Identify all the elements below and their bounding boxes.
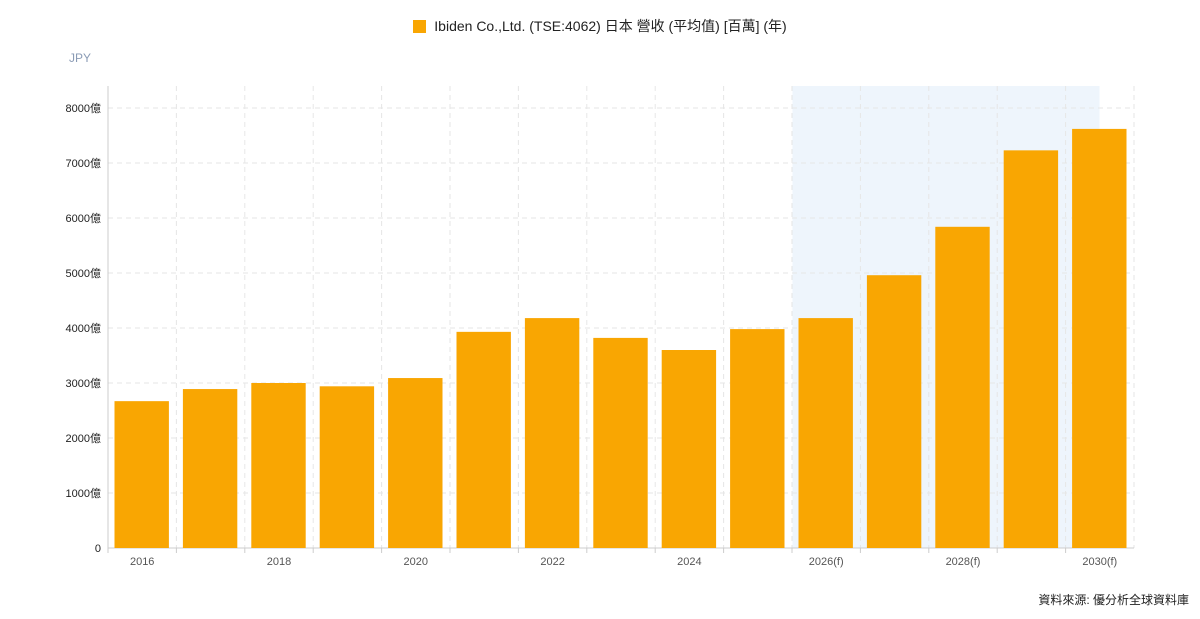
data-source-note: 資料來源: 優分析全球資料庫 <box>1038 593 1189 607</box>
x-tick-label: 2026(f) <box>809 556 844 568</box>
bar-2028(f) <box>935 226 990 549</box>
bar-2021 <box>456 331 511 548</box>
y-tick-label: 2000億 <box>66 432 101 445</box>
bar-2025 <box>730 329 785 548</box>
bar-2018 <box>251 383 306 548</box>
x-tick-label: 2020 <box>404 556 428 568</box>
x-tick-label: 2030(f) <box>1082 556 1117 568</box>
x-tick-label: 2018 <box>267 556 291 568</box>
y-tick-label: 8000億 <box>66 102 101 115</box>
legend-label: Ibiden Co.,Ltd. (TSE:4062) 日本 營收 (平均值) [… <box>434 18 787 34</box>
y-tick-label: 5000億 <box>66 267 101 280</box>
y-tick-label: 7000億 <box>66 157 101 170</box>
y-axis-unit-label: JPY <box>69 51 92 65</box>
bar-2016 <box>114 401 169 548</box>
bar-2027(f) <box>866 275 922 548</box>
y-tick-label: 3000億 <box>66 377 101 390</box>
x-tick-label: 2016 <box>130 556 154 568</box>
x-tick-label: 2028(f) <box>946 556 981 568</box>
bar-2019 <box>319 386 375 548</box>
x-tick-label: 2024 <box>677 556 701 568</box>
bar-2029(f) <box>1003 150 1059 548</box>
bar-2023 <box>593 337 648 548</box>
y-tick-label: 0 <box>95 543 101 555</box>
y-tick-label: 6000億 <box>66 212 101 225</box>
bar-2017 <box>182 389 238 548</box>
x-tick-label: 2022 <box>540 556 564 568</box>
bar-2026(f) <box>798 318 853 548</box>
y-tick-label: 1000億 <box>66 487 101 500</box>
legend-swatch <box>413 20 427 33</box>
bar-2030(f) <box>1072 128 1127 548</box>
y-tick-label: 4000億 <box>66 322 101 335</box>
bar-2020 <box>388 378 443 548</box>
chart-legend[interactable]: Ibiden Co.,Ltd. (TSE:4062) 日本 營收 (平均值) [… <box>0 16 1200 36</box>
bar-2022 <box>524 318 580 548</box>
bar-2024 <box>661 350 717 548</box>
